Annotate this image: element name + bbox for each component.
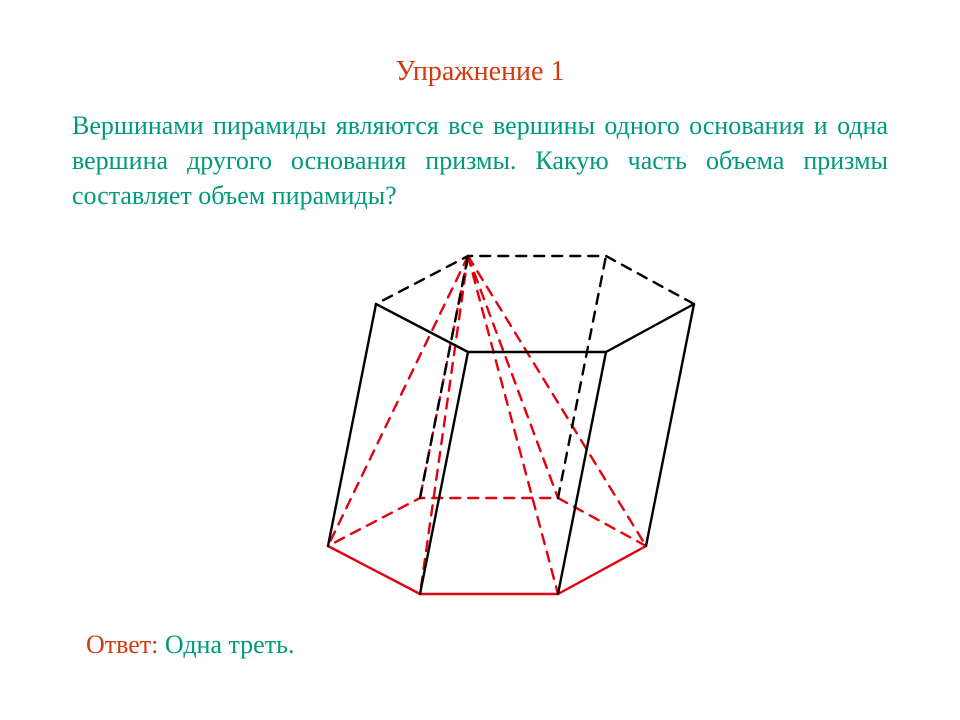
prism-pyramid-diagram [260,248,700,628]
answer-text: Одна треть. [158,630,294,659]
answer-label: Ответ: [86,630,158,659]
answer-line: Ответ: Одна треть. [86,630,294,660]
problem-text: Вершинами пирамиды являются все вершины … [72,108,888,213]
exercise-title: Упражнение 1 [0,56,960,88]
